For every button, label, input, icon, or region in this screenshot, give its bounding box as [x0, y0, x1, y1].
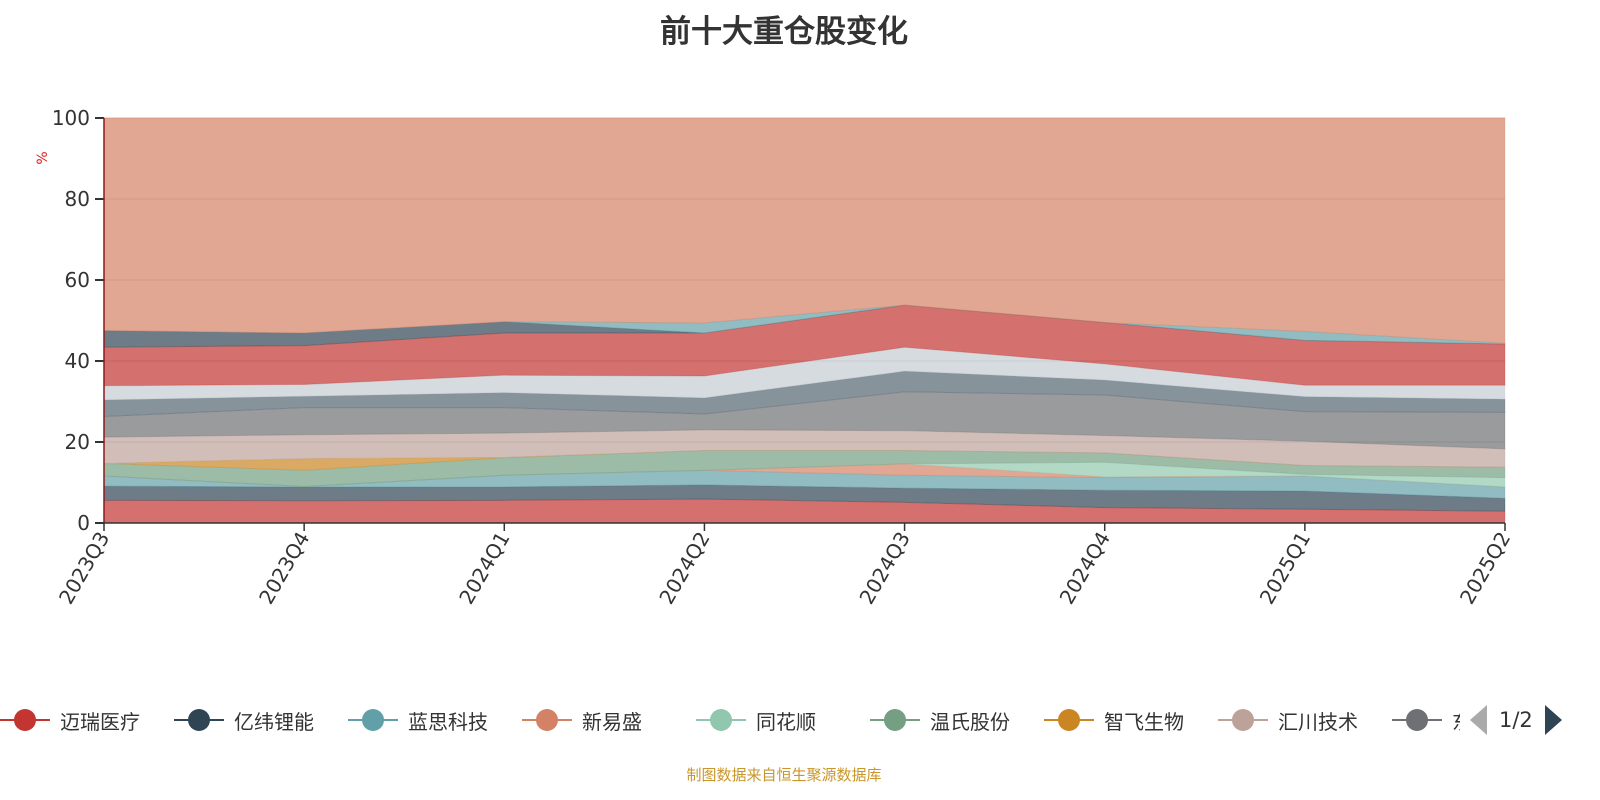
area-series-温氏股份: [103, 450, 1506, 488]
legend-pager: 1/2: [1470, 704, 1562, 736]
legend-marker-icon: [1044, 708, 1094, 732]
x-tick-label: 2025Q2: [1455, 528, 1515, 609]
legend-item[interactable]: 亿纬锂能: [174, 700, 314, 740]
y-tick-label: 40: [65, 349, 90, 373]
legend-marker-icon: [1392, 708, 1442, 732]
x-tick-label: 2024Q2: [654, 528, 714, 609]
chart-title: 前十大重仓股变化: [660, 14, 908, 50]
legend: 迈瑞医疗 亿纬锂能 蓝思科技 新易盛 同花顺 温氏股份 智飞生物 汇川技术 东方财富: [0, 700, 1460, 740]
legend-item[interactable]: 温氏股份: [870, 700, 1010, 740]
legend-item[interactable]: 东方财富: [1392, 700, 1460, 740]
legend-marker-icon: [348, 708, 398, 732]
y-tick-label: 100: [52, 106, 90, 130]
legend-marker-icon: [870, 708, 920, 732]
legend-next-page-icon[interactable]: [1544, 705, 1562, 735]
stacked-area-chart: 0 20 40 60 80 100% 2023Q3 2023Q4 2024Q1 2024Q2 202…: [35, 106, 1515, 609]
area-series-series-14: [103, 304, 1506, 345]
legend-marker-icon: [696, 708, 746, 732]
area-series-series-15: [103, 117, 1506, 344]
x-tick-label: 2023Q3: [54, 528, 114, 609]
data-source-note: 制图数据来自恒生聚源数据库: [686, 766, 882, 784]
legend-label: 汇川技术: [1278, 709, 1358, 734]
legend-item[interactable]: 蓝思科技: [348, 700, 488, 740]
legend-prev-page-icon[interactable]: [1470, 705, 1487, 735]
legend-item[interactable]: 智飞生物: [1044, 700, 1184, 740]
legend-page-indicator: 1/2: [1499, 708, 1533, 732]
legend-marker-icon: [522, 708, 572, 732]
legend-label: 东方财富: [1452, 706, 1460, 735]
area-series-同花顺: [103, 461, 1506, 488]
legend-item[interactable]: 汇川技术: [1218, 700, 1358, 740]
legend-item[interactable]: 同花顺: [696, 700, 816, 740]
x-tick-label: 2024Q4: [1055, 528, 1115, 609]
legend-marker-icon: [174, 708, 224, 732]
legend-item[interactable]: 新易盛: [522, 700, 642, 740]
legend-label: 智飞生物: [1104, 709, 1184, 734]
legend-label: 蓝思科技: [408, 709, 488, 734]
legend-label: 同花顺: [756, 709, 816, 734]
y-tick-label: 0: [77, 511, 90, 535]
x-tick-label: 2024Q3: [854, 528, 914, 609]
x-tick-label: 2024Q1: [454, 528, 514, 609]
legend-label: 新易盛: [582, 709, 642, 734]
x-tick-label: 2025Q1: [1255, 528, 1315, 609]
y-tick-label: 60: [65, 268, 90, 292]
legend-marker-icon: [0, 708, 50, 732]
area-series-蓝思科技: [103, 469, 1506, 499]
area-series-亿纬锂能: [103, 484, 1506, 512]
y-tick-label: 80: [65, 187, 90, 211]
legend-label: 亿纬锂能: [234, 709, 314, 734]
legend-label: 温氏股份: [930, 709, 1010, 734]
legend-marker-icon: [1218, 708, 1268, 732]
y-axis-label: %: [35, 151, 51, 164]
area-series-series-11: [103, 346, 1506, 401]
y-tick-label: 20: [65, 430, 90, 454]
x-tick-label: 2023Q4: [254, 528, 314, 609]
legend-label: 迈瑞医疗: [60, 709, 140, 734]
legend-item[interactable]: 迈瑞医疗: [0, 700, 140, 740]
